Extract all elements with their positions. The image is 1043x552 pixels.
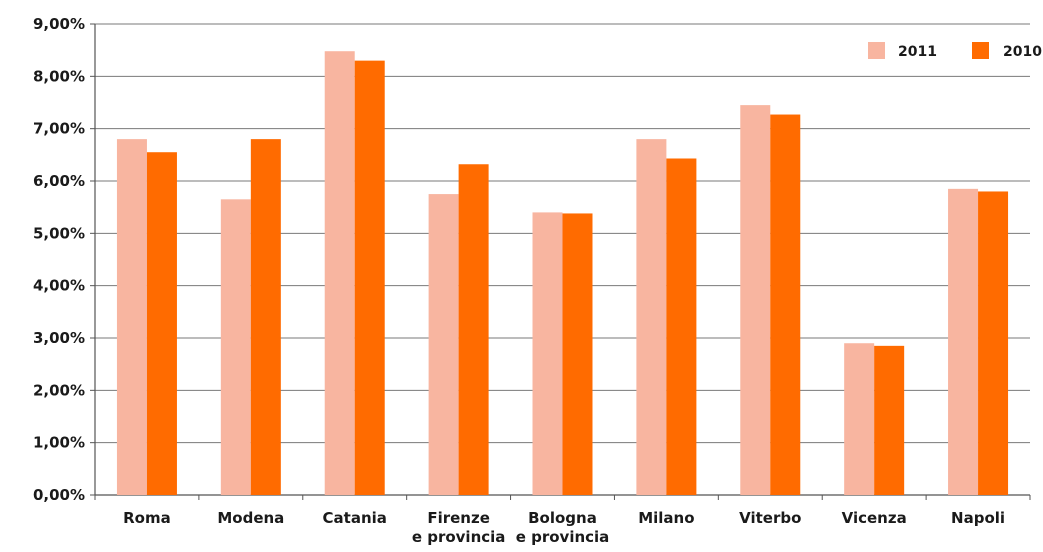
bar-2010 [770, 114, 801, 495]
legend-label-2010: 2010 [1003, 44, 1042, 60]
y-tick-label: 5,00% [33, 224, 85, 242]
bar-2011 [948, 188, 979, 495]
x-tick-label: Roma [123, 509, 171, 527]
bars [116, 51, 1009, 496]
y-tick-label: 4,00% [33, 277, 85, 295]
legend-label-2011: 2011 [898, 44, 937, 60]
bar-2010 [458, 164, 489, 495]
bar-2011 [636, 139, 667, 495]
bar-2010 [354, 60, 385, 496]
legend: 2011 2010 [868, 42, 1042, 60]
bar-2010 [978, 191, 1009, 495]
bar-2011 [740, 105, 771, 495]
bar-2010 [666, 158, 697, 495]
x-tick-label: Napoli [951, 509, 1005, 527]
x-tick-label: Modena [217, 509, 284, 527]
bar-2011 [220, 199, 251, 496]
x-tick-label: Bologna e provincia [516, 509, 610, 546]
y-tick-label: 0,00% [33, 486, 85, 504]
x-axis: Roma Modena Catania Firenze e provincia Bolog… [94, 495, 1031, 546]
y-tick-label: 3,00% [33, 329, 85, 347]
y-tick-label: 2,00% [33, 381, 85, 399]
y-tick-label: 9,00% [33, 15, 85, 33]
bar-2011 [844, 343, 875, 495]
y-tick-label: 8,00% [33, 67, 85, 85]
y-tick-label: 6,00% [33, 172, 85, 190]
bar-2011 [116, 139, 147, 495]
x-tick-label: Vicenza [842, 509, 907, 527]
legend-swatch-2011 [868, 42, 885, 59]
bar-2010 [146, 152, 177, 495]
x-tick-label: Catania [323, 509, 387, 527]
bar-2011 [428, 194, 459, 496]
x-tick-label: Viterbo [739, 509, 801, 527]
bar-2011 [532, 212, 563, 495]
y-tick-label: 7,00% [33, 120, 85, 138]
x-tick-label: Firenze e provincia [412, 509, 506, 546]
bar-2010 [562, 213, 593, 496]
bar-2011 [324, 51, 355, 496]
bar-2010 [250, 139, 281, 495]
legend-swatch-2010 [972, 42, 989, 59]
x-tick-label: Milano [638, 509, 694, 527]
y-axis: 0,00% 1,00% 2,00% 3,00% 4,00% 5,00% 6,00% 7,00%… [33, 15, 96, 504]
bar-2010 [874, 345, 905, 495]
y-tick-label: 1,00% [33, 434, 85, 452]
